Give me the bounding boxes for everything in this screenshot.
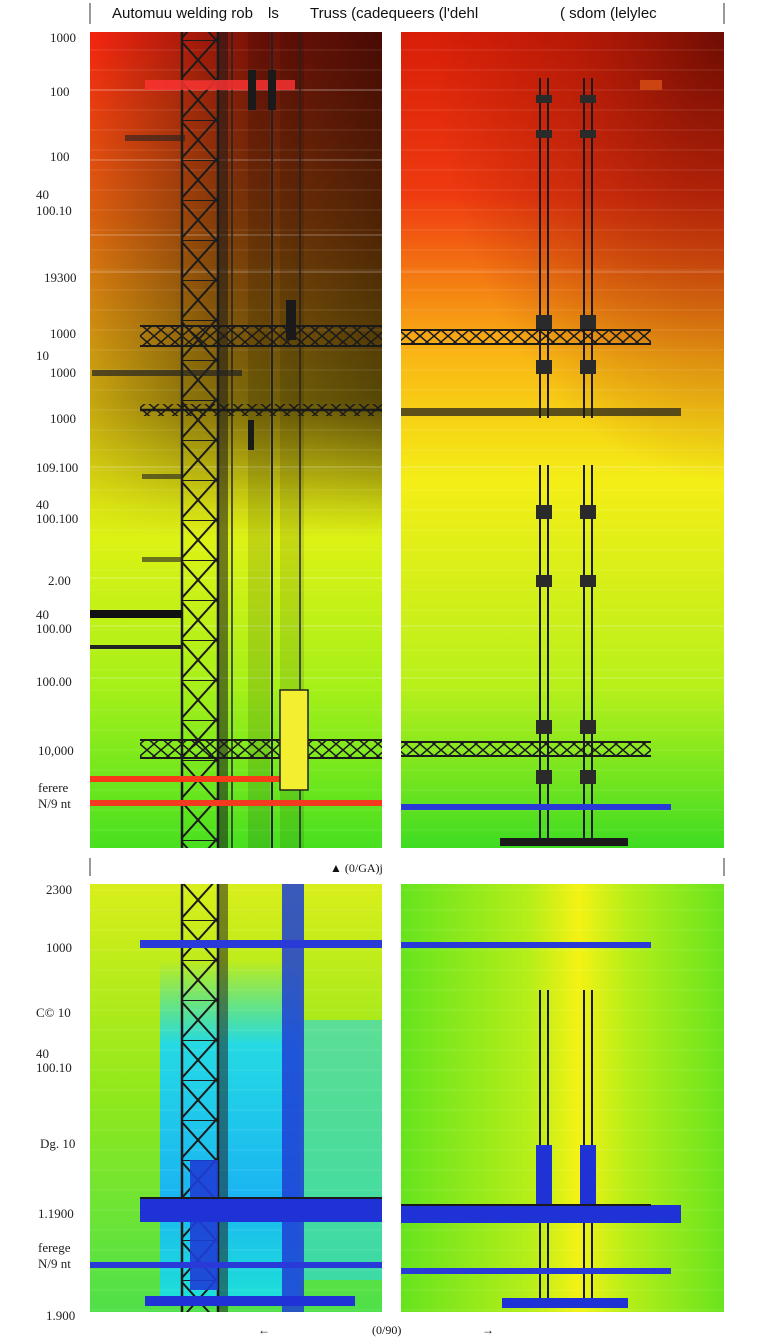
- panel-top-right: [401, 32, 724, 848]
- axis-label: 1.900: [46, 1308, 75, 1323]
- axis-label: 40: [36, 497, 49, 512]
- axis-label: C© 10: [36, 1005, 71, 1020]
- top-axis-labels: 1000 100 100 40 100.10 19300 1000 10 100…: [36, 30, 78, 811]
- header-title-right: ( sdom (lelylec: [560, 5, 657, 22]
- axis-label: 100.00: [36, 674, 72, 689]
- axis-label: 19300: [44, 270, 77, 285]
- header: Automuu welding rob ls Truss (cadequeers…: [89, 3, 725, 24]
- axis-label: 100.100: [36, 511, 78, 526]
- axis-label: 10: [36, 348, 49, 363]
- middle-marker-label: ▲ (0/GA)j: [330, 861, 383, 875]
- header-title-left-suffix: ls: [268, 5, 279, 22]
- axis-label: 100.10: [36, 203, 72, 218]
- right-arrow-icon: →: [482, 1323, 494, 1337]
- footer-center-label: (0/90): [372, 1323, 401, 1337]
- header-title-left: Automuu welding rob: [112, 5, 253, 22]
- axis-label: 1000: [50, 30, 76, 45]
- axis-label: 1000: [50, 326, 76, 341]
- middle-marker-row: ▲ (0/GA)j: [89, 858, 725, 876]
- axis-label: 1.1900: [38, 1206, 74, 1221]
- panel-bottom-right: [401, 884, 724, 1312]
- axis-label: 100.10: [36, 1060, 72, 1075]
- axis-label: 10,000: [38, 743, 74, 758]
- axis-label: 100: [50, 149, 70, 164]
- axis-label: Dg. 10: [40, 1136, 75, 1151]
- footer: ← (0/90) →: [258, 1323, 494, 1337]
- panel-bottom-left: [90, 884, 382, 1312]
- axis-label: 40: [36, 187, 49, 202]
- axis-label: 100: [50, 84, 70, 99]
- axis-label: N/9 nt: [38, 1256, 71, 1271]
- axis-label: 2300: [46, 882, 72, 897]
- axis-label: 100.00: [36, 621, 72, 636]
- axis-label: 1000: [50, 411, 76, 426]
- bottom-axis-labels: 2300 1000 C© 10 40 100.10 Dg. 10 1.1900 …: [36, 882, 75, 1323]
- axis-label: 1000: [46, 940, 72, 955]
- axis-label: ferege: [38, 1240, 71, 1255]
- axis-label: 2.00: [48, 573, 71, 588]
- panel-top-left: [90, 32, 382, 848]
- axis-label: 1000: [50, 365, 76, 380]
- axis-label: 109.100: [36, 460, 78, 475]
- axis-label: 40: [36, 1046, 49, 1061]
- axis-label: ferere: [38, 780, 69, 795]
- header-title-mid: Truss (cadequeers (l'dehl: [310, 5, 478, 22]
- left-arrow-icon: ←: [258, 1323, 270, 1337]
- axis-label: 40: [36, 607, 49, 622]
- axis-label: N/9 nt: [38, 796, 71, 811]
